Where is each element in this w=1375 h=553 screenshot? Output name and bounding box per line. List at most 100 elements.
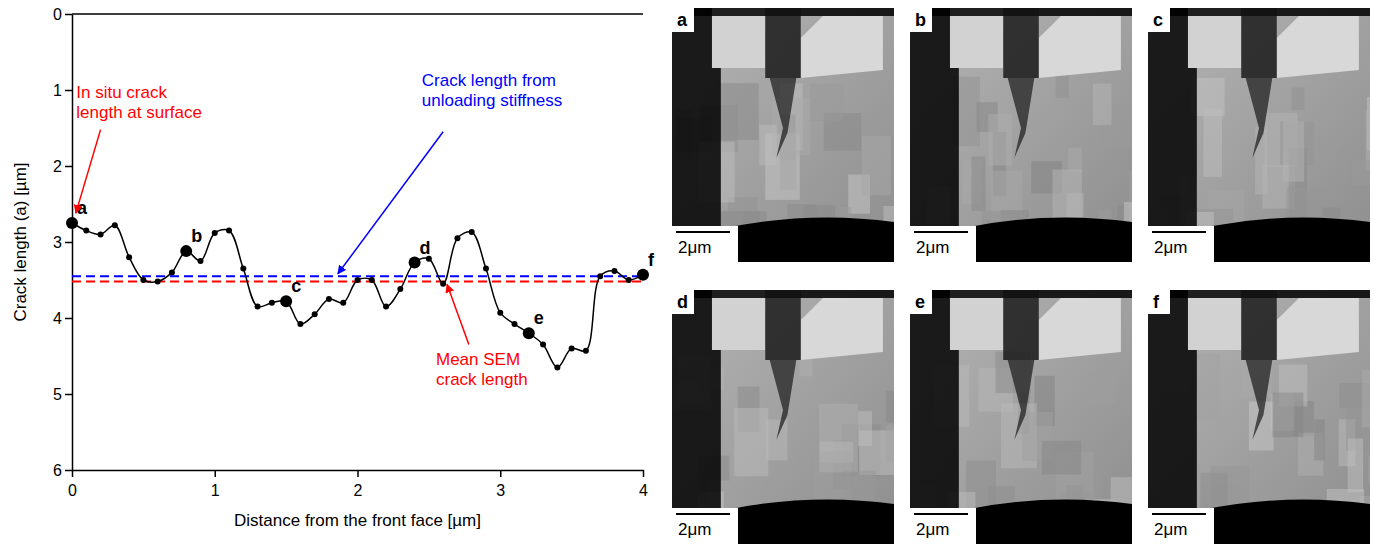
panel-letter-patch [672,290,694,314]
y-tick: 6 [53,462,72,479]
scale-bar-patch [1148,508,1214,544]
scale-bar-label: 2μm [916,520,949,539]
image-bottom [672,218,894,263]
x-tick-mark [215,470,217,477]
micrograph-image [910,8,1132,262]
panel-letter: c [1153,10,1163,30]
point [140,277,146,283]
panel-letter-patch [910,290,932,314]
grain [1368,457,1370,484]
crack [1008,78,1035,158]
pillar [712,290,765,350]
point [454,235,460,241]
y-tick-label: 0 [53,6,62,23]
grain [1348,438,1363,492]
scale-bar-patch [672,508,738,544]
grain [1362,370,1370,428]
crack [1008,360,1035,440]
panel-letter: a [677,10,688,30]
series-line [72,223,643,367]
y-tick: 3 [53,234,72,251]
image-top [1003,290,1039,360]
point [497,310,503,316]
point [212,230,218,236]
grain [886,391,894,426]
grain [819,404,858,472]
pillar [950,290,1003,350]
scale-bar-patch [910,226,976,262]
grain [1068,148,1081,172]
point [155,279,161,285]
point [312,311,318,317]
y-tick-mark [65,318,72,320]
crack [770,78,797,158]
point-label: e [534,308,544,328]
image-background [910,290,1132,544]
x-tick-label: 1 [211,482,220,499]
grain [1091,375,1117,405]
scale-bar-patch [672,226,738,262]
point-label: c [291,276,301,296]
labeled-point [66,217,78,229]
micrograph: a 2μm [672,8,915,263]
point [169,269,175,275]
labeled-point [409,257,421,269]
point-label: a [77,198,88,218]
scale-bar-label: 2μm [678,238,711,257]
x-tick-label: 0 [68,482,77,499]
point [197,258,203,264]
scale-bar-patch [910,508,976,544]
pillar [1188,8,1241,68]
y-tick-label: 2 [53,158,62,175]
x-tick: 4 [639,470,648,499]
scale-bar [1152,231,1206,233]
image-bottom [1148,218,1370,263]
scale-bar-label: 2μm [678,520,711,539]
annotation-text: crack length [436,370,528,389]
pillar [801,298,883,360]
point [611,268,617,274]
labeled-point [180,245,192,257]
labeled-point [637,269,649,281]
annotation-text: In situ crack [76,83,167,102]
grain [886,423,894,462]
grain [972,157,986,211]
x-tick-mark [500,470,502,477]
y-tick-label: 4 [53,310,62,327]
figure: 012340123456Distance from the front face… [0,0,1375,553]
annotation-arrow [338,132,443,274]
crack [770,360,797,440]
panel-letter: e [915,292,925,312]
x-tick-label: 2 [354,482,363,499]
point [83,228,89,234]
point-label: d [420,238,431,258]
pillar [1277,298,1359,360]
y-tick: 0 [53,6,72,23]
pillar [1188,290,1241,350]
point [397,286,403,292]
scale-bar [914,513,968,515]
grain [1314,420,1325,461]
x-tick-mark [643,470,645,477]
micrograph: f2μm [1148,290,1375,553]
crack [1246,360,1273,440]
grain [734,408,768,476]
grain [1197,354,1220,421]
y-tick: 4 [53,310,72,327]
x-tick-label: 3 [496,482,505,499]
grain [1056,75,1069,98]
y-tick-mark [65,394,72,396]
scale-bar-label: 2μm [1154,520,1187,539]
x-axis: 0 1 2 3 4 [68,470,648,499]
scale-bar-patch [1148,226,1214,262]
annotation-text: Crack length from [422,71,556,90]
x-tick: 2 [354,470,363,499]
micrograph-image [672,290,894,544]
y-tick-label: 1 [53,82,62,99]
pillar [801,16,883,78]
annotation-text: unloading stiffness [422,91,563,110]
grain [810,84,843,121]
panel-letter-patch [1148,290,1170,314]
point [355,277,361,283]
point [269,300,275,306]
